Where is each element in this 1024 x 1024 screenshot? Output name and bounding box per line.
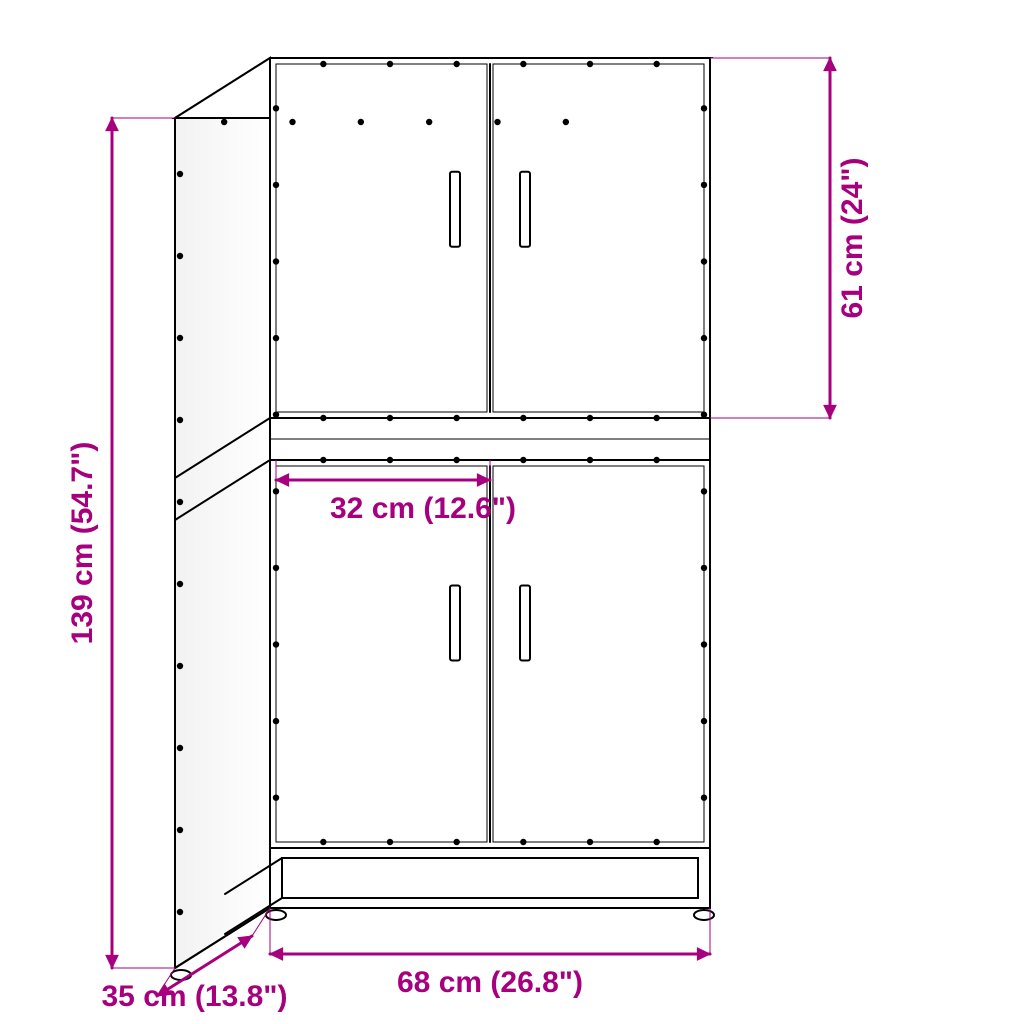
dim-depth-label: 35 cm (13.8")	[102, 980, 288, 1013]
dim-width-label: 68 cm (26.8")	[397, 966, 583, 999]
dim-upper-height-label: 61 cm (24")	[836, 158, 869, 319]
dim-height-label: 139 cm (54.7")	[66, 442, 99, 645]
dim-door-width-label: 32 cm (12.6")	[330, 492, 516, 525]
